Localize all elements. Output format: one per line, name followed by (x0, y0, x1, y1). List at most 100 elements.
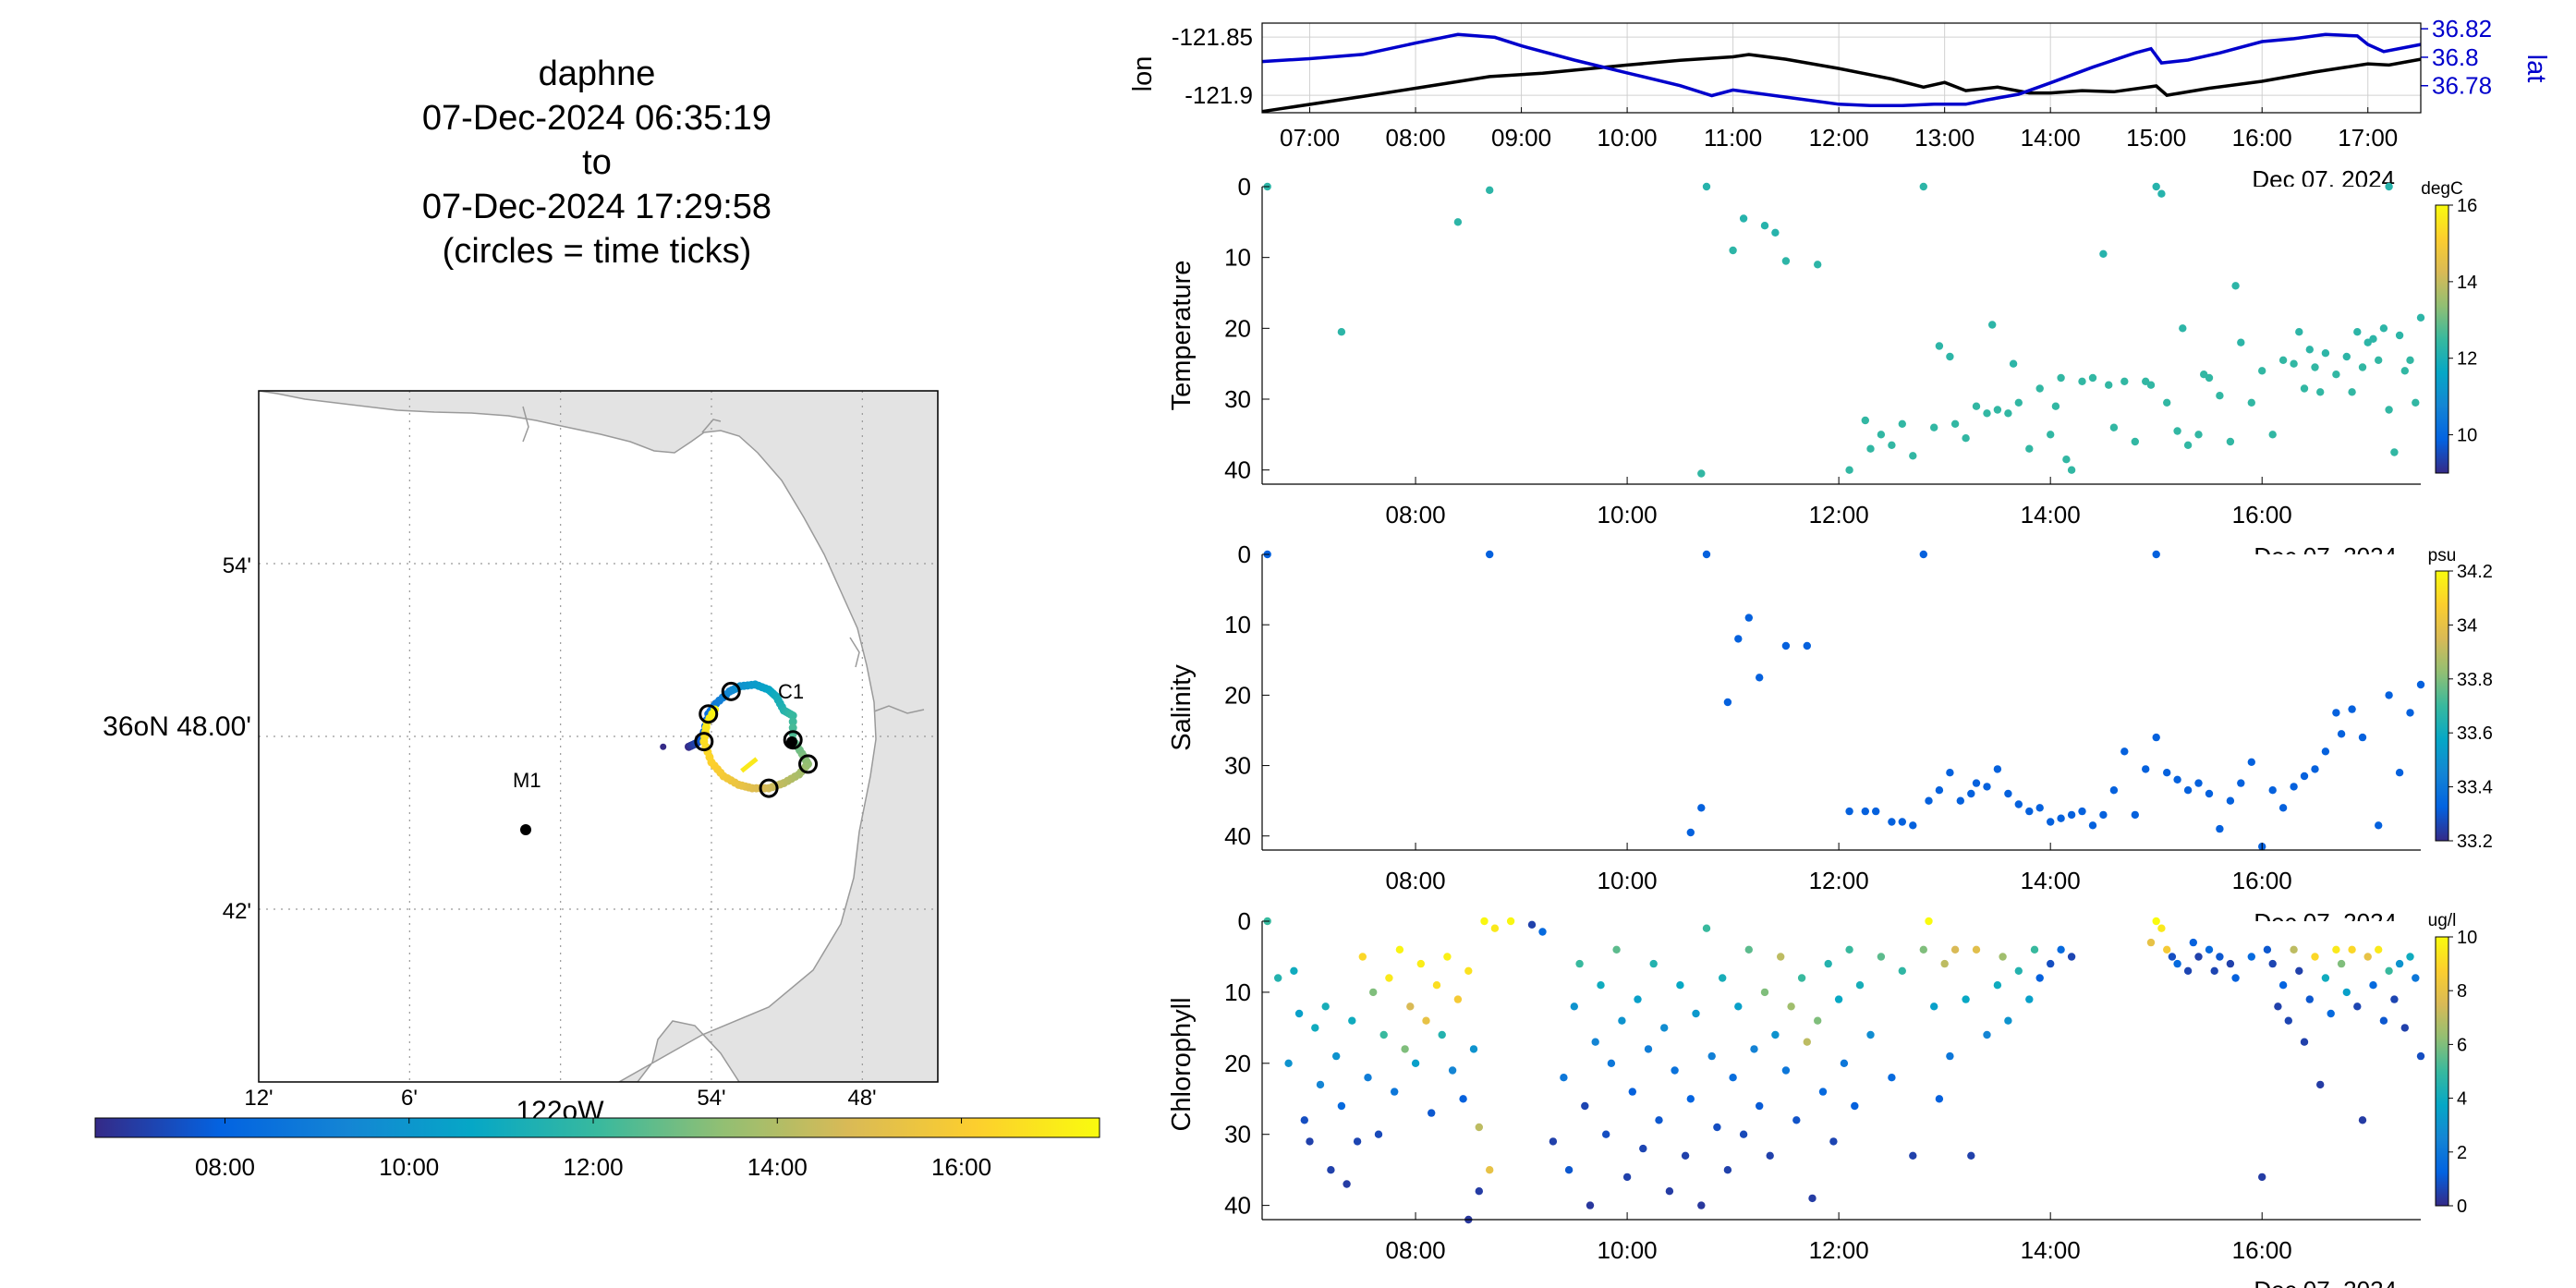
temperature-point (2179, 324, 2186, 332)
chlorophyll-y-tick-label: 20 (1224, 1050, 1251, 1077)
chlorophyll-point (1920, 946, 1927, 954)
chlorophyll-point (1476, 1124, 1483, 1131)
chlorophyll-point (2343, 989, 2351, 996)
lon-lat-x-tick-label: 12:00 (1809, 124, 1869, 152)
chlorophyll-point (1866, 1031, 1874, 1039)
chlorophyll-point (1369, 989, 1377, 996)
temperature-point (1866, 445, 1874, 453)
chlorophyll-point (1586, 1201, 1594, 1209)
salinity-point (1703, 551, 1710, 558)
salinity-point (2047, 818, 2054, 825)
salinity-point (1804, 642, 1811, 650)
chlorophyll-point (2231, 974, 2239, 981)
chlorophyll-y-tick-label: 30 (1224, 1121, 1251, 1148)
chlorophyll-point (1787, 1002, 1794, 1010)
chlorophyll-point (1888, 1074, 1895, 1081)
chlorophyll-point (1332, 1052, 1340, 1060)
chlorophyll-point (1301, 1116, 1308, 1124)
temperature-point (2025, 445, 2033, 453)
chlorophyll-point (2364, 953, 2372, 960)
salinity-x-tick-label: 10:00 (1598, 867, 1658, 894)
salinity-point (2110, 786, 2118, 794)
salinity-x-tick-label: 14:00 (2021, 867, 2081, 894)
figure: daphne 07-Dec-2024 06:35:19 to 07-Dec-20… (0, 0, 2576, 1288)
temperature-point (2375, 357, 2382, 364)
salinity-point (2025, 808, 2033, 815)
title-line-2: 07-Dec-2024 06:35:19 (422, 99, 772, 138)
lon-tick-label: -121.9 (1185, 81, 1253, 109)
chlorophyll-plot-area (1262, 921, 2421, 1220)
chlorophyll-point (2380, 1017, 2388, 1025)
salinity-point (1946, 769, 1953, 776)
salinity-point (2332, 709, 2339, 716)
chlorophyll-point (1629, 1088, 1636, 1095)
temperature-point (1697, 469, 1705, 477)
temperature-point (2163, 399, 2170, 407)
temperature-colorbar-tick-label: 14 (2457, 273, 2477, 293)
chlorophyll-point (1623, 1173, 1631, 1181)
mooring-c1-label: C1 (778, 680, 804, 703)
salinity-point (2057, 815, 2064, 822)
salinity-colorbar-tick-label: 33.6 (2457, 723, 2493, 744)
salinity-point (2396, 769, 2403, 776)
map-lat-ticks: 54' 36oN 48.00' 42' (103, 553, 251, 924)
chlorophyll-point (1565, 1166, 1573, 1173)
chlorophyll-point (1422, 1017, 1429, 1025)
chlorophyll-point (2359, 1116, 2366, 1124)
chlorophyll-point (1608, 1060, 1615, 1067)
temperature-point (1814, 261, 1821, 268)
chlorophyll-point (1729, 1074, 1736, 1081)
chlorophyll-point (2031, 946, 2038, 954)
chlorophyll-point (1476, 1187, 1483, 1195)
lon-lat-x-tick-label: 11:00 (1704, 124, 1762, 152)
chlorophyll-point (2285, 1017, 2292, 1025)
chlorophyll-point (2264, 946, 2271, 954)
salinity-point (1967, 790, 1975, 797)
temperature-point (2248, 399, 2255, 407)
temperature-point (1973, 403, 1980, 410)
salinity-colorbar (2436, 571, 2448, 841)
chlorophyll-point (1734, 1002, 1742, 1010)
chlorophyll-point (1491, 925, 1499, 932)
chlorophyll-point (1798, 974, 1805, 981)
temperature-point (2343, 353, 2351, 360)
time-colorbar-tick-label: 08:00 (195, 1153, 255, 1181)
chlorophyll-point (1443, 953, 1451, 960)
map-lon-tick-12: 12' (244, 1086, 273, 1111)
temperature-point (1951, 420, 1959, 428)
temperature-point (1920, 183, 1927, 190)
lon-axis-label: lon (1128, 56, 1158, 92)
chlorophyll-point (1841, 1060, 1848, 1067)
chlorophyll-point (1856, 981, 1864, 989)
chlorophyll-point (1412, 1060, 1419, 1067)
temperature-point (1994, 406, 2001, 413)
chlorophyll-point (1327, 1166, 1334, 1173)
chlorophyll-point (1306, 1137, 1313, 1145)
salinity-y-tick-label: 0 (1238, 541, 1251, 568)
salinity-point (2290, 783, 2297, 790)
chlorophyll-point (1396, 946, 1403, 954)
chlorophyll-point (1808, 1195, 1816, 1202)
temperature-point (2015, 399, 2023, 407)
lat-tick-label: 36.78 (2432, 72, 2492, 100)
salinity-point (2132, 811, 2139, 819)
temperature-point (1729, 247, 1736, 254)
chlorophyll-point (1676, 981, 1683, 989)
temperature-point (2173, 427, 2181, 434)
mooring-m1-label: M1 (513, 769, 541, 792)
chlorophyll-point (1655, 1116, 1662, 1124)
chlorophyll-point (2353, 1002, 2361, 1010)
chlorophyll-point (2311, 953, 2318, 960)
temperature-colorbar-unit: degC (2421, 179, 2462, 199)
salinity-point (2004, 790, 2011, 797)
chlorophyll-point (1851, 1102, 1858, 1110)
salinity-point (2163, 769, 2170, 776)
chlorophyll-point (1994, 981, 2001, 989)
chlorophyll-point (2216, 953, 2223, 960)
salinity-colorbar-tick-label: 33.4 (2457, 778, 2493, 798)
chlorophyll-point (1925, 917, 1932, 925)
salinity-point (2205, 790, 2213, 797)
chlorophyll-point (1792, 1116, 1800, 1124)
chlorophyll-colorbar-tick-label: 2 (2457, 1143, 2467, 1163)
chlorophyll-point (2279, 981, 2287, 989)
